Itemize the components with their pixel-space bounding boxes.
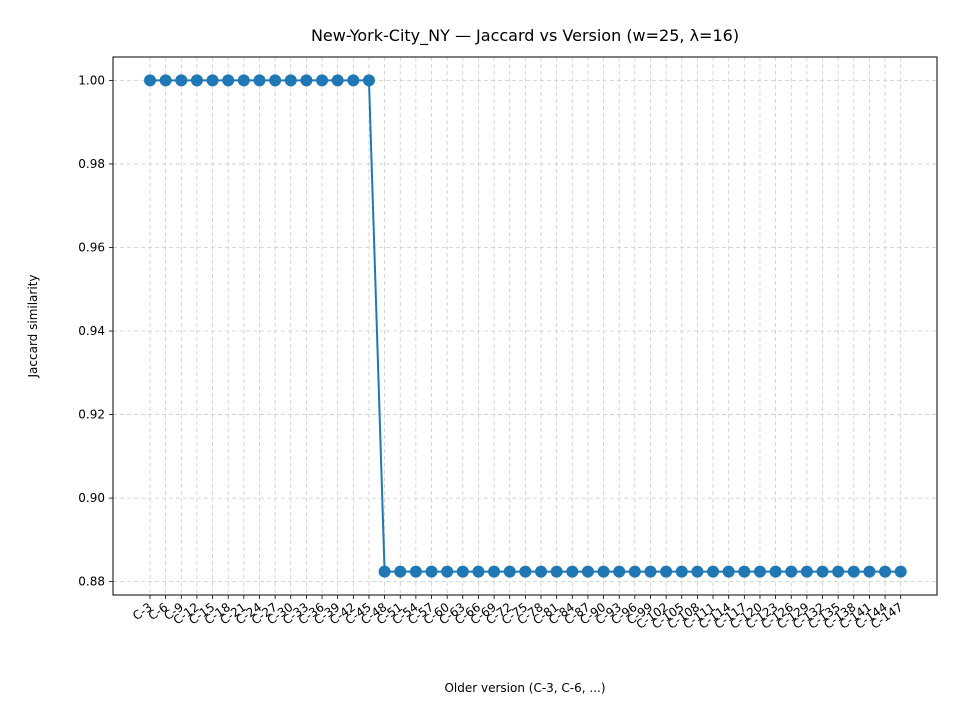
data-point [597, 565, 610, 578]
x-axis-label: Older version (C-3, C-6, ...) [444, 681, 605, 695]
data-point [409, 565, 422, 578]
data-point [879, 565, 892, 578]
series-layer [144, 74, 907, 578]
data-point [832, 565, 845, 578]
data-point [628, 565, 641, 578]
data-point [300, 74, 313, 87]
data-point [394, 565, 407, 578]
data-point [816, 565, 829, 578]
y-tick-label: 0.88 [78, 575, 105, 589]
data-point [503, 565, 516, 578]
data-point [691, 565, 704, 578]
data-point [206, 74, 219, 87]
y-tick-label: 0.90 [78, 491, 105, 505]
data-point [535, 565, 547, 578]
data-point [441, 565, 454, 578]
data-point [847, 565, 860, 578]
data-point [753, 565, 766, 578]
data-point [378, 565, 391, 578]
data-point [800, 565, 813, 578]
x-axis: C-3C-6C-9C-12C-15C-18C-21C-24C-27C-30C-3… [130, 595, 905, 632]
y-tick-label: 0.92 [78, 408, 105, 422]
data-point [863, 565, 876, 578]
data-point [190, 74, 203, 87]
data-point [237, 74, 250, 87]
data-point [660, 565, 673, 578]
chart-title: New-York-City_NY — Jaccard vs Version (w… [311, 26, 739, 46]
data-point [722, 565, 735, 578]
y-tick-label: 0.94 [78, 324, 105, 338]
data-point [362, 74, 375, 87]
grid-lines [113, 57, 937, 595]
y-tick-label: 0.96 [78, 240, 105, 254]
data-point [550, 565, 563, 578]
data-point [613, 565, 626, 578]
data-point [456, 565, 469, 578]
data-point [644, 565, 657, 578]
data-point [566, 565, 579, 578]
data-point [894, 565, 907, 578]
data-point [159, 74, 172, 87]
data-point [769, 565, 782, 578]
data-point [347, 74, 360, 87]
data-point [738, 565, 751, 578]
y-tick-label: 0.98 [78, 157, 105, 171]
data-point [707, 565, 720, 578]
data-point [222, 74, 235, 87]
data-point [253, 74, 266, 87]
data-point [488, 565, 501, 578]
data-point [519, 565, 532, 578]
data-point [269, 74, 282, 87]
y-axis: 0.88 0.90 0.92 0.94 0.96 0.98 1.00 [78, 73, 113, 589]
y-tick-label: 1.00 [78, 73, 105, 87]
data-point [675, 565, 688, 578]
data-point [581, 565, 594, 578]
data-point [425, 565, 438, 578]
data-point [284, 74, 297, 87]
y-axis-label: Jaccard similarity [26, 275, 40, 379]
data-point [175, 74, 188, 87]
data-point [472, 565, 485, 578]
data-point [331, 74, 344, 87]
data-point [316, 74, 329, 87]
data-point [785, 565, 798, 578]
data-point [144, 74, 156, 87]
